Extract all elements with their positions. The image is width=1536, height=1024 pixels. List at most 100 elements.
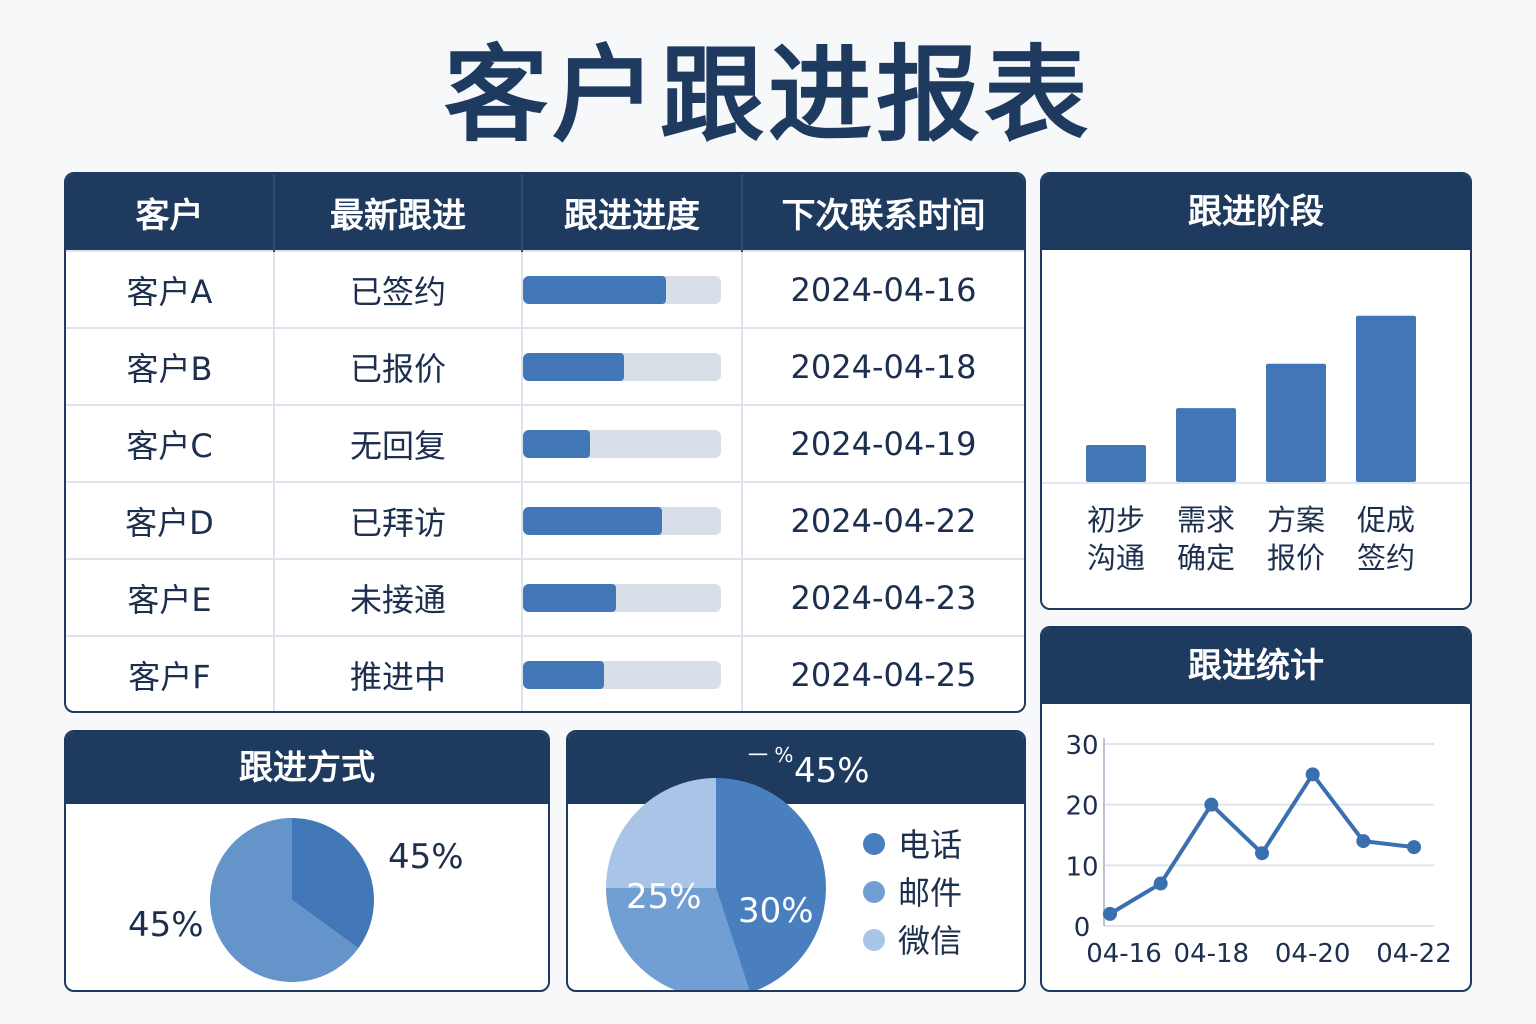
customer-cell: 客户E bbox=[66, 558, 275, 636]
stage-category-label: 沟通 bbox=[1087, 541, 1145, 575]
next-contact-cell: 2024-04-16 bbox=[742, 250, 1024, 328]
method-pie-slice[interactable] bbox=[209, 818, 359, 982]
status-cell: 已报价 bbox=[274, 327, 523, 405]
progress-bar-fill bbox=[523, 583, 617, 612]
stats-chart-title: 跟进统计 bbox=[1042, 628, 1470, 704]
stage-bar[interactable] bbox=[1086, 445, 1146, 482]
progress-cell bbox=[522, 250, 743, 328]
method-chart-title: 跟进方式 bbox=[66, 732, 548, 804]
stage-bar[interactable] bbox=[1356, 315, 1416, 482]
stats-point[interactable] bbox=[1356, 834, 1371, 849]
share-chart-panel: 45% 30% 25% 一 % 电话邮件微信 bbox=[566, 730, 1026, 992]
stats-point[interactable] bbox=[1255, 846, 1269, 861]
share-pie-label: 45% bbox=[794, 751, 870, 791]
share-chart-header bbox=[568, 732, 1024, 804]
legend-label[interactable]: 电话 bbox=[898, 826, 962, 864]
customer-cell: 客户D bbox=[66, 481, 275, 559]
header-next-contact[interactable]: 下次联系时间 bbox=[742, 174, 1024, 251]
progress-bar-track bbox=[523, 429, 721, 458]
stats-point[interactable] bbox=[1407, 840, 1421, 855]
customer-cell: 客户A bbox=[66, 250, 275, 328]
header-latest-followup[interactable]: 最新跟进 bbox=[274, 174, 523, 251]
customer-cell: 客户B bbox=[66, 327, 275, 405]
header-progress[interactable]: 跟进进度 bbox=[522, 174, 743, 251]
share-pie-slice[interactable] bbox=[606, 888, 750, 990]
progress-cell bbox=[522, 404, 743, 482]
followup-table-panel: 客户 最新跟进 跟进进度 下次联系时间 客户A 已签约 2024-04-16 客户B 已… bbox=[64, 172, 1026, 713]
stage-category-label: 促成 bbox=[1357, 503, 1415, 537]
stats-ytick-label: 20 bbox=[1065, 792, 1098, 822]
stage-category-label: 初步 bbox=[1087, 503, 1145, 537]
stats-ytick-label: 10 bbox=[1065, 852, 1098, 882]
progress-cell bbox=[522, 327, 743, 405]
legend-swatch bbox=[863, 833, 885, 855]
progress-bar-fill bbox=[523, 275, 666, 304]
stage-bar[interactable] bbox=[1266, 363, 1326, 482]
stage-category-label: 需求 bbox=[1177, 503, 1235, 537]
progress-bar-track bbox=[523, 660, 721, 689]
customer-cell: 客户F bbox=[66, 635, 275, 711]
progress-bar-fill bbox=[523, 429, 591, 458]
status-cell: 未接通 bbox=[274, 558, 523, 636]
table-row[interactable]: 客户F 推进中 2024-04-25 bbox=[66, 635, 1024, 711]
progress-cell bbox=[522, 558, 743, 636]
stats-point[interactable] bbox=[1103, 906, 1117, 921]
status-cell: 已签约 bbox=[274, 250, 523, 328]
legend-label[interactable]: 微信 bbox=[898, 922, 962, 960]
next-contact-cell: 2024-04-19 bbox=[742, 404, 1024, 482]
table-row[interactable]: 客户D 已拜访 2024-04-22 bbox=[66, 481, 1024, 559]
stats-ytick-label: 30 bbox=[1065, 731, 1098, 761]
table-row[interactable]: 客户B 已报价 2024-04-18 bbox=[66, 327, 1024, 405]
share-pie-slice[interactable] bbox=[606, 778, 716, 888]
table-row[interactable]: 客户E 未接通 2024-04-23 bbox=[66, 558, 1024, 636]
next-contact-cell: 2024-04-25 bbox=[742, 635, 1024, 711]
stage-bar[interactable] bbox=[1176, 408, 1236, 482]
stage-category-label: 报价 bbox=[1267, 541, 1325, 575]
progress-bar-track bbox=[523, 352, 721, 381]
next-contact-cell: 2024-04-22 bbox=[742, 481, 1024, 559]
next-contact-cell: 2024-04-18 bbox=[742, 327, 1024, 405]
table-row[interactable]: 客户C 无回复 2024-04-19 bbox=[66, 404, 1024, 482]
share-pie-label: 25% bbox=[626, 877, 702, 917]
header-customer[interactable]: 客户 bbox=[66, 174, 275, 251]
progress-bar-track bbox=[523, 275, 721, 304]
stats-xtick-label: 04-16 bbox=[1086, 939, 1162, 969]
progress-bar-fill bbox=[523, 506, 662, 535]
progress-bar-track bbox=[523, 583, 721, 612]
legend-label[interactable]: 邮件 bbox=[898, 874, 962, 912]
stats-point[interactable] bbox=[1153, 876, 1168, 891]
status-cell: 无回复 bbox=[274, 404, 523, 482]
stage-chart-panel: 跟进阶段 初步沟通 需求确定 方案报价 促成签约 bbox=[1040, 172, 1472, 610]
followup-table: 客户 最新跟进 跟进进度 下次联系时间 客户A 已签约 2024-04-16 客户B 已… bbox=[66, 174, 1024, 711]
progress-bar-fill bbox=[523, 660, 605, 689]
stats-ytick-label: 0 bbox=[1074, 913, 1091, 943]
stats-chart-panel: 跟进统计 0 10 20 30 04-16 04-18 04-20 04-22 bbox=[1040, 626, 1472, 992]
table-row[interactable]: 客户A 已签约 2024-04-16 bbox=[66, 250, 1024, 328]
share-pie-slice[interactable] bbox=[716, 778, 826, 990]
status-cell: 已拜访 bbox=[274, 481, 523, 559]
status-cell: 推进中 bbox=[274, 635, 523, 711]
method-chart-panel: 跟进方式 45% 45% bbox=[64, 730, 550, 992]
method-pie-slice[interactable] bbox=[292, 818, 374, 949]
next-contact-cell: 2024-04-23 bbox=[742, 558, 1024, 636]
stage-category-label: 方案 bbox=[1267, 503, 1325, 537]
stage-category-label: 确定 bbox=[1177, 541, 1235, 575]
stats-point[interactable] bbox=[1204, 797, 1219, 812]
share-top-fragment: 一 % bbox=[748, 743, 793, 767]
stats-xtick-label: 04-18 bbox=[1174, 939, 1250, 969]
table-header-row: 客户 最新跟进 跟进进度 下次联系时间 bbox=[66, 174, 1024, 251]
method-pie-label: 45% bbox=[388, 837, 464, 877]
stats-point[interactable] bbox=[1305, 767, 1320, 782]
stage-chart-title: 跟进阶段 bbox=[1042, 174, 1470, 250]
stats-xtick-label: 04-22 bbox=[1376, 939, 1452, 969]
stats-line-chart: 0 10 20 30 04-16 04-18 04-20 04-22 bbox=[1065, 731, 1452, 969]
share-pie-label: 30% bbox=[738, 891, 814, 931]
page-title: 客户跟进报表 bbox=[443, 34, 1092, 156]
customer-cell: 客户C bbox=[66, 404, 275, 482]
method-pie-label: 45% bbox=[128, 905, 204, 945]
progress-bar-fill bbox=[523, 352, 624, 381]
stage-category-label: 签约 bbox=[1357, 541, 1415, 575]
progress-cell bbox=[522, 635, 743, 711]
